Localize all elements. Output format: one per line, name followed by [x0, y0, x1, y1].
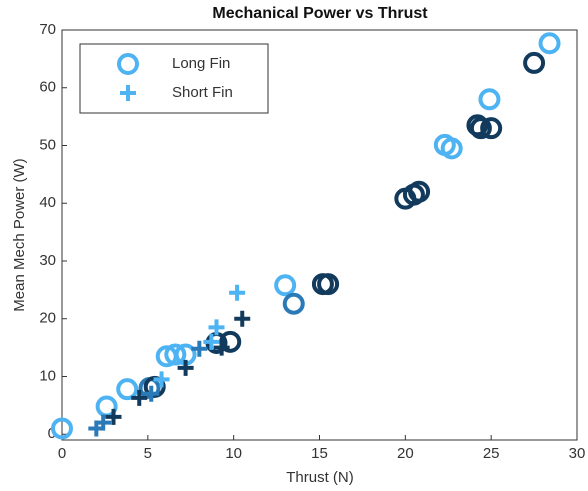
- point: [116, 378, 139, 401]
- point: [480, 117, 503, 140]
- y-tick-label: 40: [39, 194, 56, 211]
- point: [466, 114, 489, 137]
- point: [105, 408, 122, 425]
- point: [164, 343, 187, 366]
- legend-marker: [117, 53, 139, 75]
- y-tick-label: 70: [39, 21, 56, 38]
- legend-box: [79, 43, 269, 114]
- point: [408, 180, 431, 203]
- point: [234, 310, 251, 327]
- point: [469, 117, 492, 140]
- x-axis-label: Thrust (N): [286, 469, 354, 486]
- x-tick-label: 15: [311, 445, 328, 462]
- x-tick-label: 25: [483, 445, 500, 462]
- point: [282, 292, 305, 315]
- y-tick-label: 20: [39, 310, 56, 327]
- point: [478, 88, 501, 111]
- point: [177, 359, 194, 376]
- y-tick-label: 10: [39, 367, 56, 384]
- point: [213, 339, 230, 356]
- y-tick-label: 30: [39, 252, 56, 269]
- x-tick-label: 0: [58, 445, 66, 462]
- point: [153, 371, 170, 388]
- point: [440, 137, 463, 160]
- y-axis-label: Mean Mech Power (W): [11, 158, 28, 311]
- point: [523, 51, 546, 74]
- y-tick-label: 0: [48, 425, 56, 442]
- y-tick-label: 60: [39, 79, 56, 96]
- point: [229, 284, 246, 301]
- point: [191, 340, 208, 357]
- point: [131, 389, 148, 406]
- point: [51, 417, 73, 440]
- x-tick-label: 30: [569, 445, 586, 462]
- point: [208, 319, 225, 336]
- point: [538, 32, 561, 55]
- point: [203, 333, 220, 350]
- legend-label: Long Fin: [172, 55, 230, 72]
- x-tick-label: 5: [144, 445, 152, 462]
- legend-label: Short Fin: [172, 84, 233, 101]
- point: [317, 273, 340, 296]
- legend-marker: [120, 85, 136, 101]
- point: [95, 414, 112, 431]
- chart-title: Mechanical Power vs Thrust: [212, 5, 428, 22]
- point: [274, 274, 297, 297]
- y-tick-label: 50: [39, 136, 56, 153]
- point: [143, 385, 160, 402]
- x-tick-label: 10: [225, 445, 242, 462]
- x-tick-label: 20: [397, 445, 414, 462]
